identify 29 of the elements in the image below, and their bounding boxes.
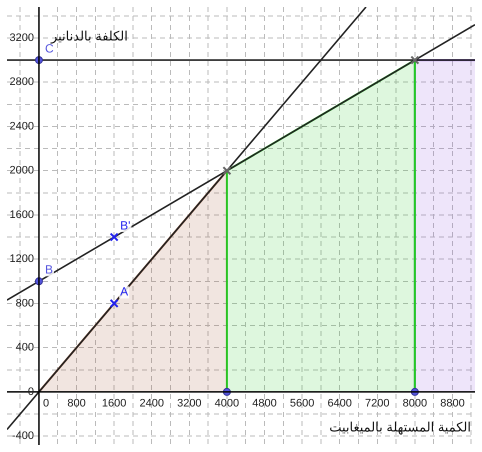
data-label: B' bbox=[120, 218, 130, 232]
y-axis-title: الكلفة بالدنانير bbox=[50, 28, 128, 45]
y-tick-label: 1600 bbox=[9, 208, 34, 221]
x-tick-label: 7200 bbox=[365, 397, 390, 410]
x-tick-label: 4800 bbox=[252, 397, 277, 410]
y-tick-label: 800 bbox=[16, 297, 34, 310]
x-tick-label: 3200 bbox=[177, 397, 202, 410]
x-tick-label: 6400 bbox=[327, 397, 352, 410]
y-tick-label: 2400 bbox=[9, 120, 34, 132]
x-tick-label: 0 bbox=[42, 397, 50, 410]
y-tick-label: 2800 bbox=[9, 76, 34, 88]
y-tick-label: 1200 bbox=[9, 253, 34, 266]
x-tick-label: 5600 bbox=[290, 397, 314, 410]
x-tick-label: 1600 bbox=[102, 397, 126, 410]
x-tick-label: 4000 bbox=[214, 397, 240, 410]
y-tick-label: 400 bbox=[16, 342, 34, 354]
data-label: A bbox=[120, 284, 128, 299]
point bbox=[110, 298, 119, 308]
y-tick-label: 2000 bbox=[9, 164, 34, 177]
y-tick-label: -400 bbox=[12, 430, 34, 442]
point bbox=[222, 166, 232, 176]
x-tick-label: 800 bbox=[67, 397, 86, 410]
y-tick-label: 3200 bbox=[9, 32, 34, 44]
x-tick-label: 8000 bbox=[402, 397, 428, 410]
x-tick-label: 8800 bbox=[440, 397, 465, 410]
data-label: B bbox=[44, 262, 53, 277]
point bbox=[110, 232, 119, 242]
x-axis-title: الكمية المستهلة بالميغابيت bbox=[329, 419, 471, 436]
x-tick-label: 2400 bbox=[139, 397, 164, 410]
